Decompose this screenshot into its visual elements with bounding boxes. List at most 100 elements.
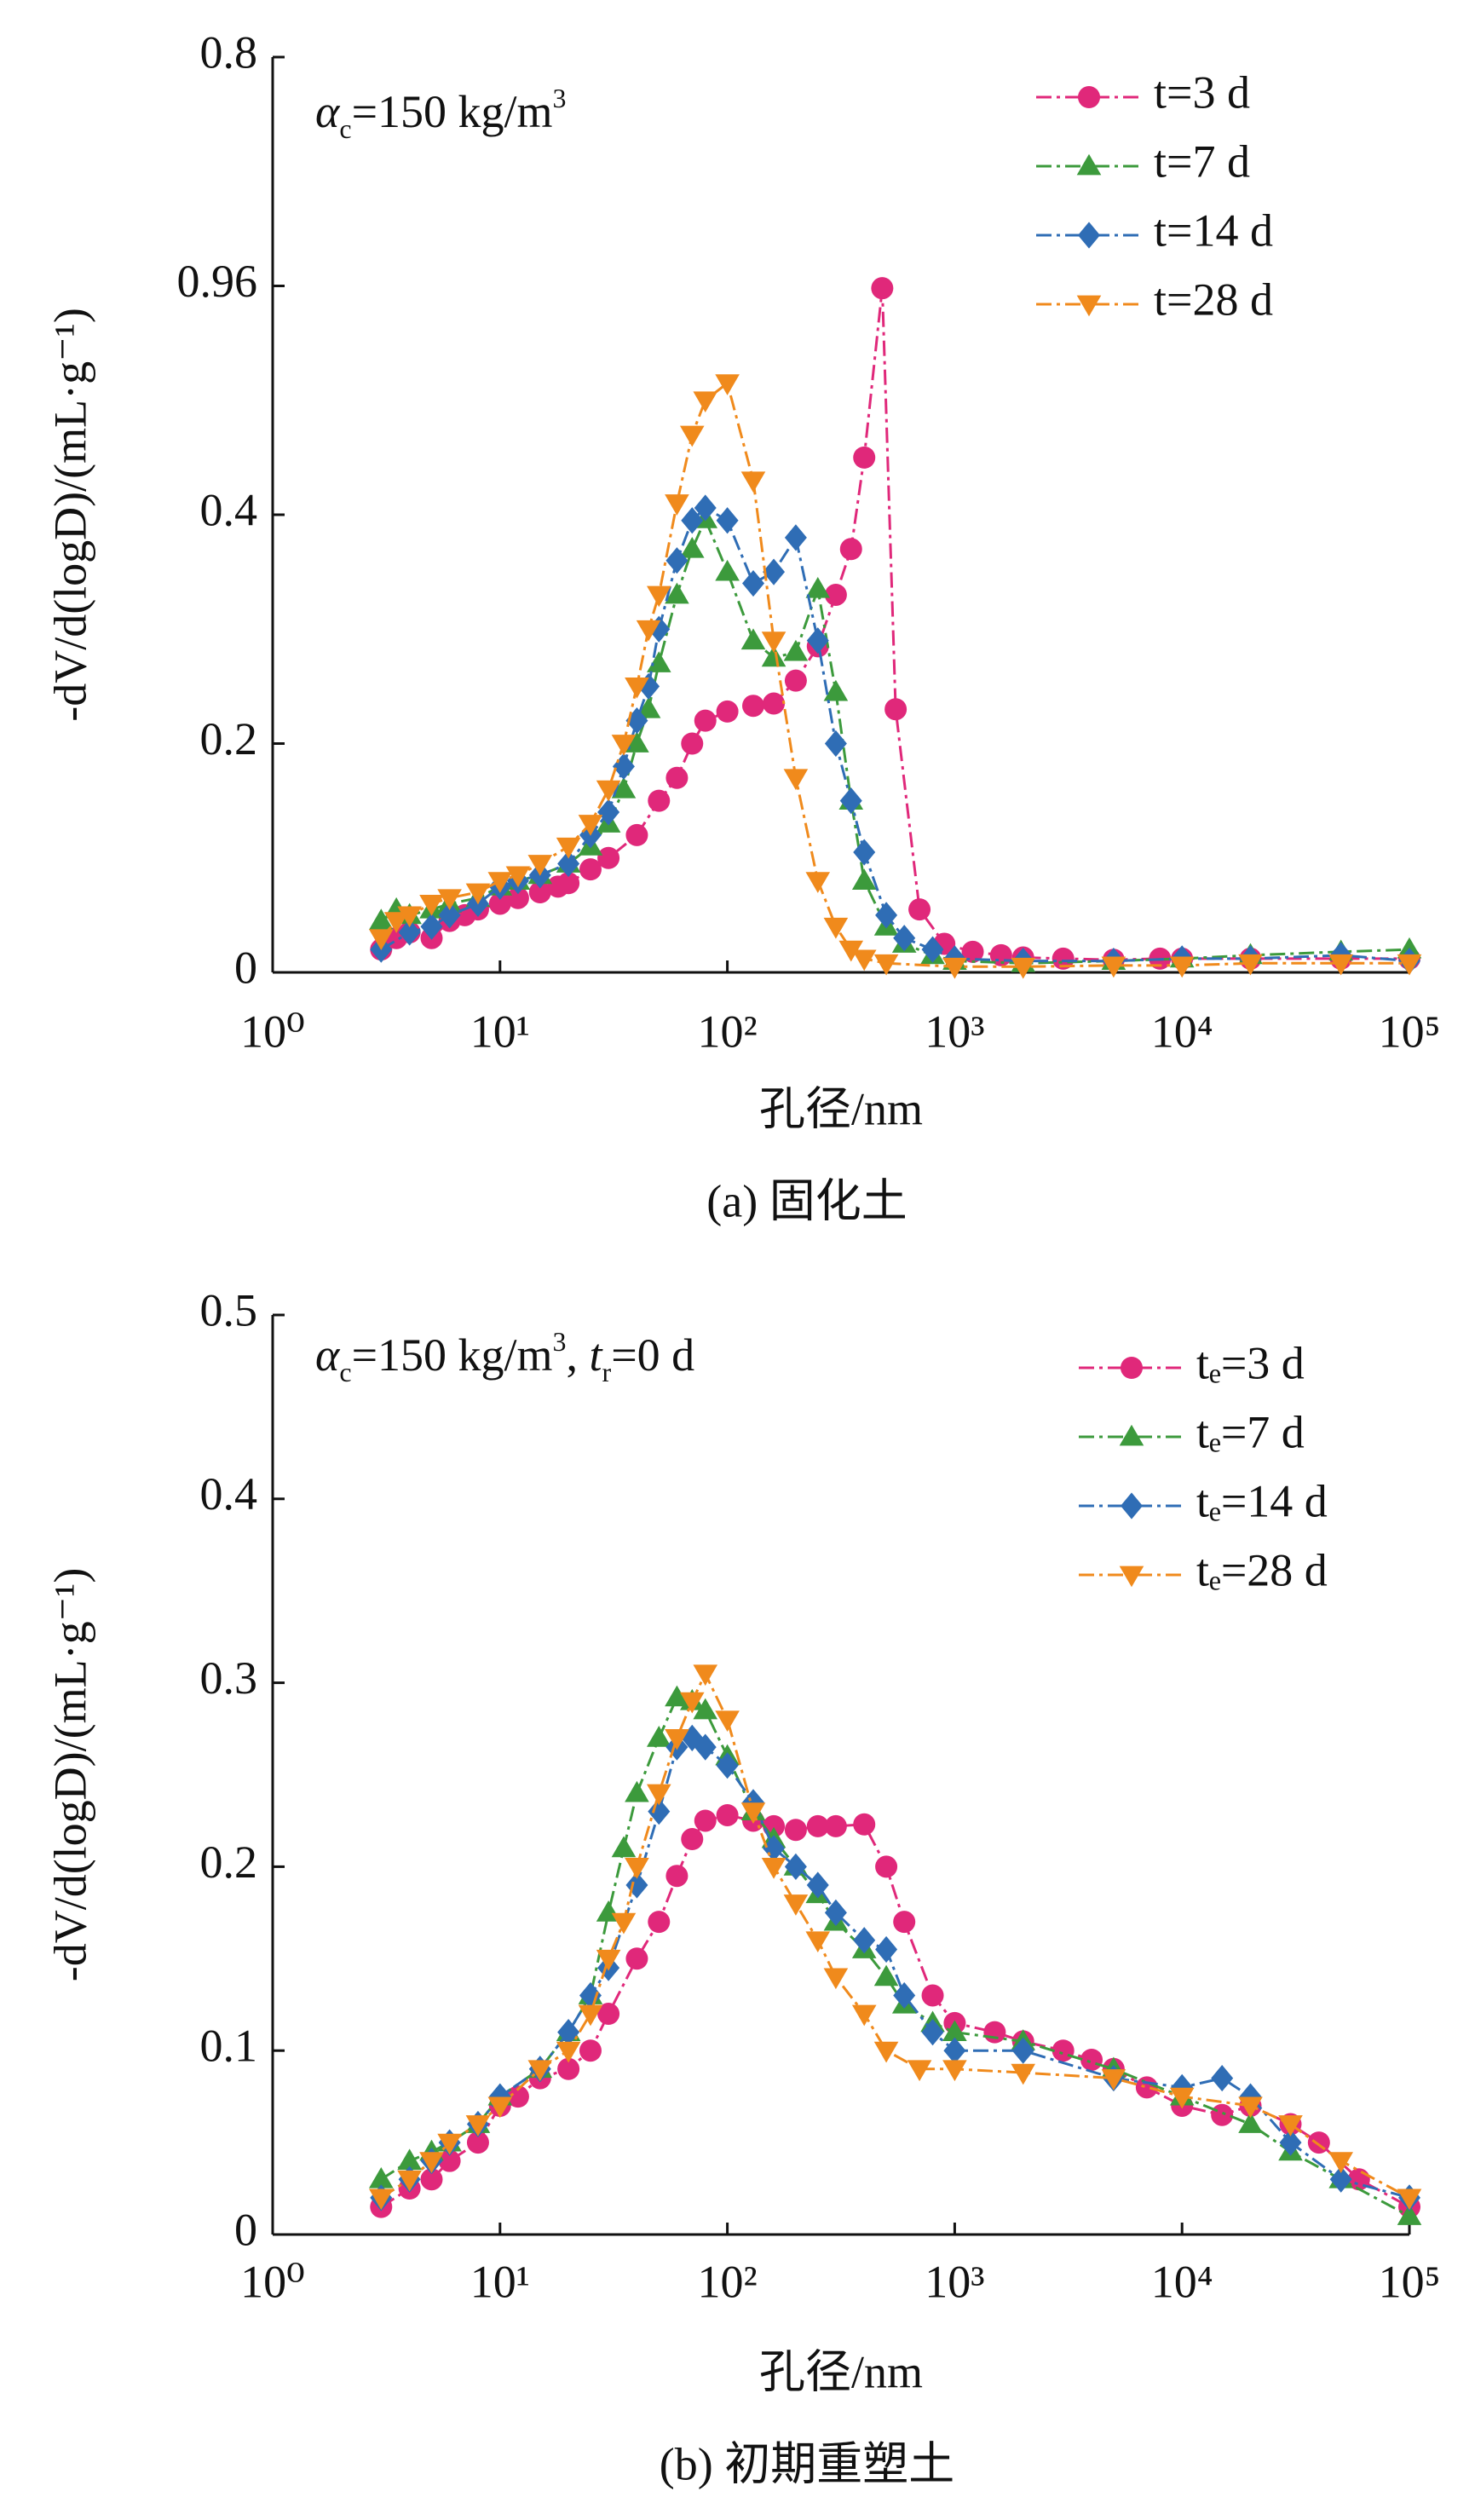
marker (763, 558, 786, 585)
series-line (380, 1696, 1410, 2217)
marker (506, 2085, 529, 2108)
marker (740, 628, 766, 650)
x-tick-label: 10⁵ (1379, 1006, 1441, 1057)
marker (823, 1968, 849, 1990)
marker (597, 799, 620, 826)
x-tick-label: 10¹ (470, 1006, 530, 1057)
marker (853, 839, 876, 866)
marker (665, 494, 689, 516)
marker (715, 374, 740, 395)
marker (871, 277, 894, 300)
marker (1238, 2096, 1263, 2119)
marker (578, 2004, 603, 2027)
marker (1011, 2063, 1036, 2085)
marker (875, 1855, 898, 1878)
marker (740, 1802, 766, 1824)
marker (805, 576, 831, 598)
marker (397, 906, 422, 928)
marker (665, 1685, 689, 1707)
x-tick-label: 10³ (925, 1006, 984, 1057)
marker (397, 2148, 422, 2171)
marker (527, 855, 553, 876)
legend-label: t=7 d (1154, 136, 1250, 187)
marker (742, 695, 765, 718)
marker (625, 677, 649, 699)
marker (893, 1981, 916, 2010)
marker (1078, 222, 1100, 249)
marker (1101, 956, 1126, 978)
marker (853, 446, 876, 469)
marker (465, 2115, 491, 2137)
marker (1328, 2152, 1353, 2173)
marker (1211, 2103, 1234, 2126)
marker (419, 2152, 444, 2173)
marker (942, 2020, 967, 2042)
marker (625, 707, 648, 735)
marker (437, 2133, 462, 2155)
annotation-part: , (567, 1329, 590, 1381)
marker (715, 1710, 740, 1733)
x-tick-label: 10³ (925, 2256, 984, 2307)
marker (1121, 1492, 1143, 1519)
y-tick-label: 0.3 (200, 1652, 258, 1704)
marker (716, 700, 739, 723)
annotation-part: α (315, 86, 341, 137)
marker (784, 669, 807, 692)
annotation: αc=150 kg/m3 (315, 83, 567, 144)
marker (921, 2019, 944, 2046)
x-axis-label: 孔径/nm (759, 1083, 923, 1134)
marker (763, 692, 786, 715)
marker (636, 620, 661, 642)
marker (557, 2057, 580, 2080)
marker (528, 881, 551, 904)
marker (1076, 295, 1102, 317)
marker (1169, 2087, 1195, 2109)
series-line (380, 1814, 1410, 2208)
marker (961, 940, 984, 963)
legend-label: t=28 d (1154, 274, 1273, 325)
marker (1119, 1566, 1144, 1588)
marker (851, 2004, 877, 2027)
x-tick-label: 10⁰ (240, 1006, 305, 1057)
marker (578, 815, 603, 836)
x-tick-label: 10⁴ (1151, 2256, 1213, 2307)
marker (625, 823, 648, 846)
marker (625, 731, 649, 753)
marker (383, 912, 409, 933)
marker (557, 850, 580, 878)
annotation: αc=150 kg/m3, tr=0 d (315, 1326, 694, 1387)
y-tick-label: 0.96 (177, 256, 258, 307)
marker (1278, 2115, 1303, 2137)
marker (716, 507, 739, 534)
marker (1211, 2064, 1234, 2092)
marker (1279, 2129, 1302, 2156)
marker (596, 1949, 621, 1971)
marker (693, 391, 718, 413)
marker (884, 698, 907, 721)
y-axis-label: -dV/d(logD)/(mL·g⁻¹) (44, 1568, 95, 1982)
marker (873, 1964, 899, 1987)
y-tick-label: 0.8 (200, 26, 258, 78)
marker (853, 1927, 876, 1954)
marker (556, 2041, 581, 2063)
marker (694, 709, 717, 732)
marker (783, 769, 809, 791)
legend-label: tₑ=28 d (1196, 1544, 1328, 1595)
annotation-part: =150 kg/m (352, 1329, 553, 1381)
marker (907, 2060, 932, 2082)
marker (1011, 957, 1036, 979)
marker (853, 1813, 876, 1836)
annotation-part: =0 d (611, 1329, 694, 1381)
marker (823, 679, 849, 701)
marker (646, 1726, 671, 1747)
marker (648, 1911, 671, 1934)
marker (679, 425, 705, 447)
marker (838, 940, 864, 962)
marker (824, 583, 847, 606)
marker (805, 1931, 831, 1953)
marker (694, 1733, 717, 1761)
marker (611, 1836, 637, 1858)
marker (806, 1871, 829, 1899)
marker (368, 2188, 394, 2211)
